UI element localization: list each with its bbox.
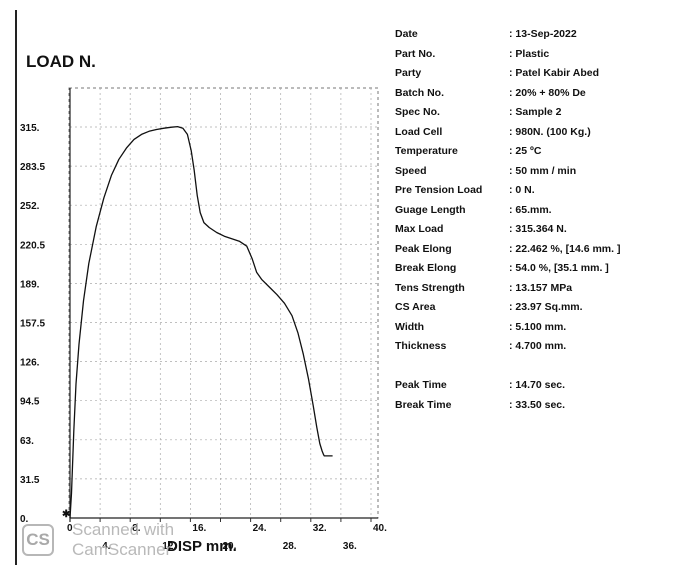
plot-frame (68, 87, 379, 519)
camscanner-logo: CS (22, 524, 54, 556)
x-tick-label: 24. (253, 523, 267, 534)
info-value: : 13-Sep-2022 (509, 28, 577, 40)
x-tick-label: 12. (162, 541, 176, 552)
x-tick-label: 28. (283, 541, 297, 552)
info-value: : 4.700 mm. (509, 340, 567, 352)
watermark-line2: CamScanner (72, 540, 172, 559)
y-tick-label: 157.5 (20, 319, 45, 330)
x-tick-label: 8. (132, 523, 141, 534)
y-tick-label: 0. (20, 514, 29, 525)
info-key: Load Cell (395, 125, 443, 138)
info-value: : 0 N. (509, 184, 535, 196)
info-key: Peak Elong (395, 242, 452, 255)
grid-lines (70, 88, 378, 518)
load-curve (69, 125, 333, 519)
y-tick-label: 31.5 (20, 475, 40, 486)
x-tick-label: 20. (223, 541, 237, 552)
info-value: : 980N. (100 Kg.) (509, 125, 591, 138)
y-tick-label: 189. (20, 279, 40, 290)
y-tick-label: 315. (20, 123, 40, 134)
info-value: : 50 mm / min (509, 164, 577, 177)
info-key: Peak Time (395, 379, 447, 391)
y-tick-label: 283.5 (20, 162, 45, 173)
info-key: Break Time (395, 398, 452, 411)
x-tick-label: 4. (102, 541, 111, 552)
info-key: CS Area (395, 301, 436, 313)
data-series (69, 125, 333, 519)
x-tick-labels: 0 4. 8. 12. 16. 20. 24. 28. 32. 36. 40. (67, 523, 387, 552)
info-value: : 33.50 sec. (509, 398, 566, 411)
y-tick-label: 63. (20, 436, 34, 447)
y-tick-labels: 0. 31.5 63. 94.5 126. 157.5 189. 220.5 252. 283.5… (20, 123, 45, 525)
x-tick-label: 40. (373, 523, 387, 534)
info-key: Party (395, 67, 422, 79)
info-key: Guage Length (395, 203, 466, 216)
page-left-border (15, 10, 17, 565)
info-key: Max Load (395, 223, 444, 235)
x-tick-label: 36. (343, 541, 357, 552)
info-value: : 23.97 Sq.mm. (509, 301, 583, 313)
info-key: Break Elong (395, 262, 457, 274)
info-value: : Patel Kabir Abed (509, 67, 600, 79)
info-value: : Plastic (509, 47, 550, 60)
info-value: : 65.mm. (509, 203, 552, 216)
info-key: Pre Tension Load (395, 184, 483, 196)
info-value: : 315.364 N. (509, 223, 567, 235)
info-value: : 22.462 %, [14.6 mm. ] (509, 242, 621, 255)
y-tick-label: 94.5 (20, 397, 40, 408)
x-tick-label: 0 (67, 523, 73, 534)
info-value: : 13.157 MPa (509, 281, 573, 294)
info-value: : 20% + 80% De (509, 86, 586, 99)
x-axis-title: DISP mm. (167, 538, 237, 555)
info-value: : 14.70 sec. (509, 379, 566, 391)
info-key: Spec No. (395, 106, 440, 118)
info-key: Temperature (395, 145, 458, 157)
origin-marker: ✱ (62, 509, 71, 520)
info-key: Width (395, 320, 425, 333)
y-axis-title: LOAD N. (26, 52, 96, 71)
info-key: Date (395, 28, 418, 40)
info-key: Part No. (395, 47, 436, 60)
x-tick-label: 32. (313, 523, 327, 534)
info-value: : Sample 2 (509, 106, 562, 118)
info-key: Batch No. (395, 86, 445, 99)
y-tick-label: 126. (20, 358, 40, 369)
info-value: : 54.0 %, [35.1 mm. ] (509, 262, 609, 274)
info-key: Speed (395, 164, 427, 177)
info-key: Tens Strength (395, 281, 465, 294)
x-tick-label: 16. (192, 523, 206, 534)
info-key: Thickness (395, 340, 447, 352)
watermark-line1: Scanned with (72, 520, 175, 539)
y-tick-label: 220.5 (20, 240, 45, 251)
info-value: : 5.100 mm. (509, 320, 567, 333)
axes: ✱ (62, 88, 378, 522)
info-value: : 25 ºC (509, 145, 542, 157)
y-tick-label: 252. (20, 201, 40, 212)
